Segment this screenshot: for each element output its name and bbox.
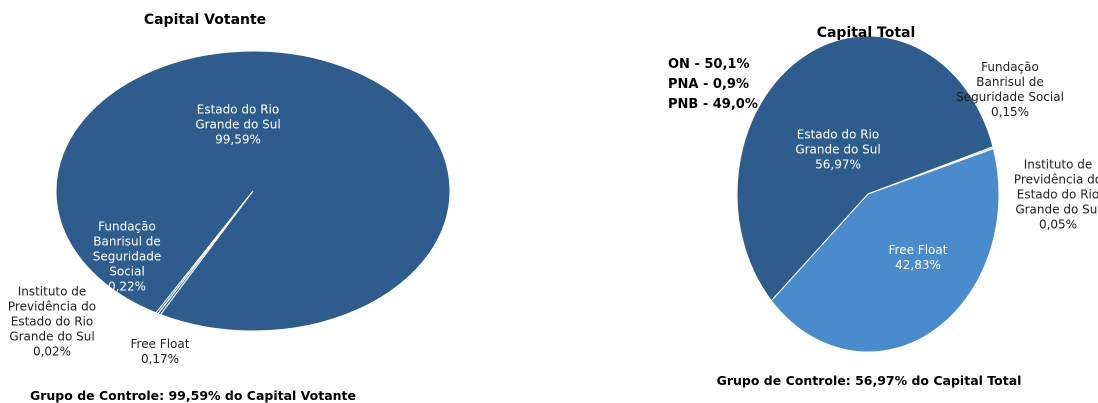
annotation: PNB - 49,0% xyxy=(668,97,758,112)
slice-label: Estado do Rio Grande do Sul 99,59% xyxy=(181,103,296,148)
slice-value: 0,17% xyxy=(140,352,180,366)
pie-slice xyxy=(770,147,1000,353)
slice-name: Instituto de Previdência do Estado do Ri… xyxy=(1013,157,1098,217)
slice-label: Instituto de Previdência do Estado do Ri… xyxy=(1012,158,1098,233)
slice-label: Instituto de Previdência do Estado do Ri… xyxy=(2,285,102,360)
slice-name: Fundação Banrisul de Seguridade Social xyxy=(92,219,162,279)
pie-slice xyxy=(736,35,994,302)
slice-value: 0,22% xyxy=(107,279,147,294)
slice-value: 0,15% xyxy=(990,105,1030,119)
slice-name: Instituto de Previdência do Estado do Ri… xyxy=(7,284,97,344)
slice-name: Free Float xyxy=(130,337,190,351)
slice-label: Free Float 42,83% xyxy=(873,243,963,273)
chart-footer: Grupo de Controle: 56,97% do Capital Tot… xyxy=(716,373,1022,388)
slice-name: Fundação Banrisul de Seguridade Social xyxy=(956,60,1064,104)
pie-slice xyxy=(155,190,254,315)
slice-name: Estado do Rio Grande do Sul xyxy=(795,127,881,157)
chart-footer: Grupo de Controle: 99,59% do Capital Vot… xyxy=(29,388,357,403)
slice-label: Fundação Banrisul de Seguridade Social 0,… xyxy=(955,60,1065,120)
slice-value: 0,05% xyxy=(1038,217,1078,232)
slice-name: Estado do Rio Grande do Sul xyxy=(195,102,281,132)
slice-value: 0,02% xyxy=(32,344,72,359)
slice-label: Estado do Rio Grande do Sul 56,97% xyxy=(788,128,888,173)
slice-name: Free Float xyxy=(888,243,948,257)
slice-value: 99,59% xyxy=(215,132,261,147)
chart-title: Capital Total xyxy=(816,25,916,41)
slice-value: 56,97% xyxy=(815,157,861,172)
annotation: PNA - 0,9% xyxy=(668,77,749,92)
slice-value: 42,83% xyxy=(895,258,941,272)
annotation: ON - 50,1% xyxy=(668,57,750,72)
chart-title: Capital Votante xyxy=(143,12,267,28)
slice-label: Fundação Banrisul de Seguridade Social 0,… xyxy=(91,220,163,295)
slice-label: Free Float 0,17% xyxy=(115,337,205,367)
